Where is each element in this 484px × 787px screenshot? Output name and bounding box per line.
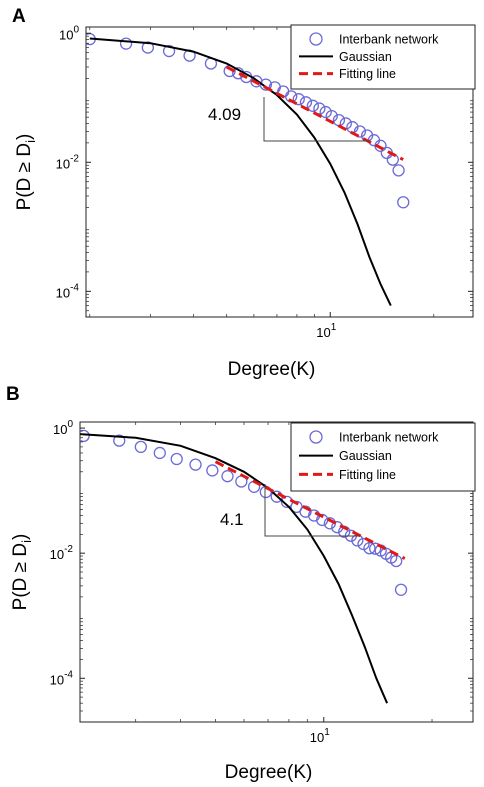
slope-triangle — [263, 97, 369, 142]
series-line-fitting-line — [214, 460, 406, 560]
slope-annotation: 4.1 — [220, 510, 244, 529]
y-tick-label: 10-4 — [50, 669, 74, 687]
data-point — [153, 446, 166, 460]
data-point — [113, 434, 126, 447]
data-point — [392, 164, 405, 177]
panel-label: A — [12, 6, 26, 27]
data-point — [292, 93, 305, 106]
series-line-gaussian — [89, 37, 392, 307]
x-axis-label: Degree(K) — [225, 762, 313, 783]
x-axis-label: Degree(K) — [228, 359, 316, 380]
legend-entry: Gaussian — [339, 50, 392, 64]
plot-area — [80, 429, 408, 704]
x-tick-label: 101 — [316, 322, 336, 340]
legend-entry: Fitting line — [339, 67, 396, 81]
data-point — [306, 99, 319, 112]
chart-panel-a: A 100 10-2 10-4 101 Degree(K) P(D ≥ Di) 4.09 Int… — [12, 6, 476, 380]
legend-entry: Fitting line — [339, 468, 396, 482]
data-point — [134, 440, 147, 454]
data-point — [170, 452, 183, 466]
series-line-fitting-line — [226, 65, 404, 161]
data-point — [353, 125, 367, 138]
data-point — [369, 542, 382, 555]
data-point — [119, 37, 133, 50]
y-tick-label: 10-2 — [56, 153, 80, 171]
chart-panel-b: B 100 10-2 10-4 101 Degree(K) P(D ≥ Di) 4.1 Inte… — [6, 384, 476, 783]
y-tick-label: 100 — [59, 24, 79, 42]
data-point — [162, 44, 176, 58]
y-tick-label: 100 — [53, 419, 73, 437]
panel-label: B — [6, 384, 20, 405]
data-point — [319, 105, 332, 119]
plot-area — [86, 33, 410, 307]
data-point — [259, 78, 273, 91]
legend-entry: Interbank network — [339, 33, 439, 47]
legend-marker-circle — [309, 32, 323, 46]
data-point — [363, 542, 376, 555]
data-point — [397, 196, 410, 209]
data-point — [394, 583, 408, 596]
legend-entry: Interbank network — [339, 431, 439, 445]
y-axis-label: P(D ≥ Di) — [10, 534, 34, 611]
y-tick-label: 10-4 — [56, 282, 80, 300]
data-point — [80, 429, 90, 443]
data-point — [189, 458, 202, 471]
slope-annotation: 4.09 — [208, 105, 241, 124]
x-tick-label: 101 — [310, 727, 330, 745]
slope-triangle — [264, 484, 360, 537]
data-point — [374, 139, 387, 152]
legend-entry: Gaussian — [339, 449, 392, 463]
data-point — [221, 470, 234, 483]
y-tick-label: 10-2 — [50, 544, 74, 562]
legend-marker-circle — [309, 430, 323, 444]
data-point — [206, 464, 219, 477]
y-axis-label: P(D ≥ Di) — [14, 134, 38, 211]
series-line-gaussian — [80, 433, 389, 704]
